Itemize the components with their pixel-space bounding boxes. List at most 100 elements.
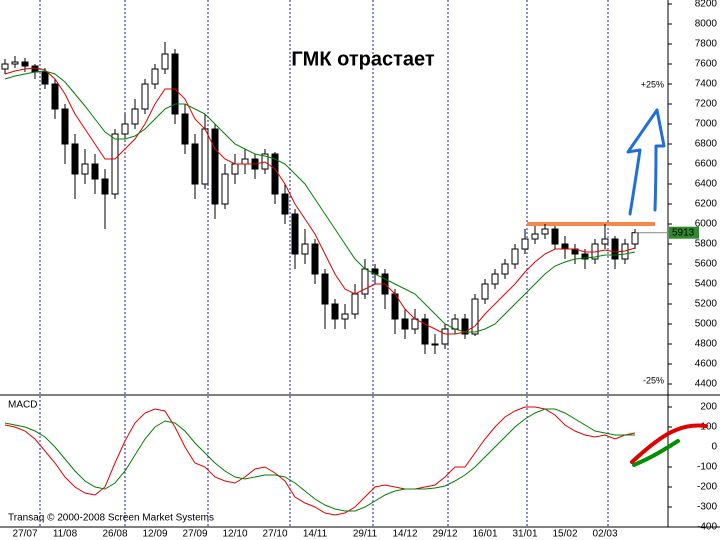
x-tick-label: 31/01 (512, 529, 537, 540)
candle-body (101, 178, 109, 195)
candle-body (511, 248, 519, 265)
candle-body (331, 303, 339, 320)
candle-body (481, 283, 489, 300)
line (4, 408, 635, 512)
x-tick-label: 11/08 (53, 529, 78, 540)
arrow (626, 108, 666, 216)
candle-body (181, 113, 189, 145)
candle-body (351, 293, 359, 315)
panel-title: MACD (8, 400, 37, 411)
candle-body (31, 65, 39, 73)
x-tick-label: 12/10 (222, 529, 247, 540)
candle-body (501, 263, 509, 275)
x-tick-label: 29/12 (432, 529, 457, 540)
candle-body (311, 243, 319, 275)
candle-body (201, 128, 209, 185)
y-tick-label: 200 (700, 402, 717, 413)
y-tick-label: 4800 (695, 339, 718, 350)
y-tick-label: 6600 (695, 159, 718, 170)
x-tick-label: 27/07 (12, 529, 37, 540)
candle-body (61, 108, 69, 145)
candle-body (151, 68, 159, 85)
candle-body (211, 128, 219, 205)
candle-body (221, 173, 229, 205)
y-tick-label: 6200 (695, 199, 718, 210)
y-tick-label: 4400 (695, 379, 718, 390)
candle-body (441, 328, 449, 345)
candle-body (1, 63, 9, 70)
y-tick-label: 6800 (695, 139, 718, 150)
y-tick-label: 7400 (695, 79, 718, 90)
y-tick-label: 6000 (695, 219, 718, 230)
y-tick-label: 7800 (695, 39, 718, 50)
candle-body (461, 318, 469, 335)
x-tick-label: 02/03 (592, 529, 617, 540)
annotation: +25% (641, 79, 664, 89)
candle-body (51, 83, 59, 110)
candle-body (131, 108, 139, 125)
candle-body (301, 243, 309, 255)
annotation: -25% (643, 375, 664, 385)
candle-body (111, 133, 119, 195)
line (4, 67, 636, 335)
y-tick-label: -400 (697, 522, 717, 533)
y-tick-label: 7600 (695, 59, 718, 70)
candle-body (431, 343, 439, 346)
last-price-box (669, 226, 699, 239)
y-tick-label: 8000 (695, 19, 718, 30)
candle-body (601, 238, 609, 245)
footer: Transaq © 2000-2008 Screen Market System… (8, 513, 214, 524)
hand-stroke (630, 423, 708, 464)
candle-body (171, 53, 179, 115)
candle-body (631, 232, 639, 245)
candle-body (241, 158, 249, 165)
y-tick-label: 5000 (695, 319, 718, 330)
candle-body (11, 61, 19, 65)
candle-body (291, 213, 299, 255)
y-tick-label: 100 (700, 422, 717, 433)
candle-body (71, 143, 79, 175)
candle-body (321, 273, 329, 305)
candle-body (541, 228, 549, 235)
line (4, 406, 636, 516)
x-tick-label: 16/01 (472, 529, 497, 540)
hand-stroke (632, 439, 680, 467)
candle-body (401, 318, 409, 330)
y-tick-label: 4600 (695, 359, 718, 370)
candle-body (191, 143, 199, 185)
x-tick-label: 29/11 (353, 529, 378, 540)
y-tick-label: 5800 (695, 239, 718, 250)
x-tick-label: 14/12 (392, 529, 417, 540)
y-tick-label: 7200 (695, 99, 718, 110)
y-tick-label: 6400 (695, 179, 718, 190)
y-tick-label: -200 (697, 482, 717, 493)
candle-body (491, 273, 499, 285)
candle-body (471, 298, 479, 335)
candle-body (81, 163, 89, 175)
candle-body (611, 238, 619, 260)
candle-body (421, 318, 429, 345)
candle-body (21, 61, 29, 67)
candle-body (91, 163, 99, 180)
chart-title: ГМК отрастает (291, 48, 435, 70)
candle-body (341, 313, 349, 320)
y-tick-label: 7000 (695, 119, 718, 130)
x-tick-label: 15/02 (552, 529, 577, 540)
candle-body (551, 228, 559, 245)
x-tick-label: 12/09 (142, 529, 167, 540)
candle-body (161, 53, 169, 70)
x-tick-label: 27/09 (182, 529, 207, 540)
y-tick-label: -100 (697, 462, 717, 473)
line (4, 70, 636, 333)
x-tick-label: 26/08 (102, 529, 127, 540)
x-tick-label: 27/10 (262, 529, 287, 540)
y-tick-label: -300 (697, 502, 717, 513)
candle-body (581, 253, 589, 260)
y-tick-label: 5600 (695, 259, 718, 270)
candle-body (41, 71, 49, 85)
y-tick-label: 5400 (695, 279, 718, 290)
y-tick-label: 8200 (695, 0, 718, 10)
